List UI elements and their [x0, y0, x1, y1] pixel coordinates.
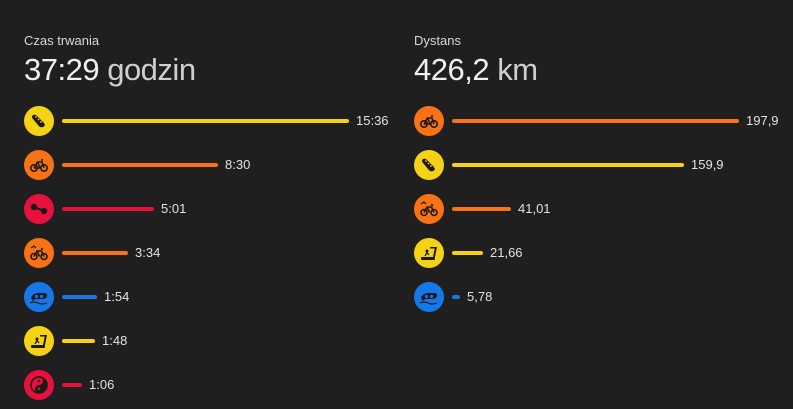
bar-row-treadmill: 21,66 — [414, 238, 784, 268]
bar-value-label: 159,9 — [691, 157, 724, 172]
bar-treadmill — [62, 339, 95, 343]
bar-running — [452, 163, 684, 167]
distance-title: Dystans — [414, 33, 461, 48]
dumbbell-icon — [24, 194, 54, 224]
bar-value-label: 5:01 — [161, 201, 187, 216]
mountain-bike-icon — [414, 194, 444, 224]
bar-value-label: 15:36 — [356, 113, 389, 128]
treadmill-icon — [24, 326, 54, 356]
bar-row-running: 15:36 — [24, 106, 394, 136]
bar-row-mountain-biking: 41,01 — [414, 194, 784, 224]
bar-running — [62, 119, 349, 123]
bar-treadmill — [452, 251, 483, 255]
distance-total-value: 426,2 — [414, 52, 490, 87]
running-shoe-icon — [414, 150, 444, 180]
bar-value-label: 41,01 — [518, 201, 551, 216]
bar-cycling — [62, 163, 218, 167]
duration-total-value: 37:29 — [24, 52, 100, 87]
bicycle-icon — [414, 106, 444, 136]
bar-mountain-biking — [452, 207, 511, 211]
bar-value-label: 1:48 — [102, 333, 128, 348]
bar-value-label: 3:34 — [135, 245, 161, 260]
swim-icon — [414, 282, 444, 312]
bar-value-label: 1:54 — [104, 289, 130, 304]
bar-value-label: 21,66 — [490, 245, 523, 260]
bar-row-swimming: 5,78 — [414, 282, 784, 312]
bar-row-strength: 5:01 — [24, 194, 394, 224]
bar-yoga — [62, 383, 82, 387]
bar-swimming — [62, 295, 97, 299]
bar-row-treadmill: 1:48 — [24, 326, 394, 356]
bar-row-running: 159,9 — [414, 150, 784, 180]
mountain-bike-icon — [24, 238, 54, 268]
yin-yang-icon — [24, 370, 54, 400]
bar-row-mountain-biking: 3:34 — [24, 238, 394, 268]
bar-swimming — [452, 295, 460, 299]
bar-value-label: 197,9 — [746, 113, 779, 128]
bar-mountain-biking — [62, 251, 128, 255]
distance-total-unit: km — [497, 52, 538, 87]
duration-total-unit: godzin — [107, 52, 196, 87]
treadmill-icon — [414, 238, 444, 268]
bar-value-label: 1:06 — [89, 377, 115, 392]
swim-icon — [24, 282, 54, 312]
duration-title: Czas trwania — [24, 33, 100, 48]
bar-strength — [62, 207, 154, 211]
bar-value-label: 8:30 — [225, 157, 251, 172]
bar-value-label: 5,78 — [467, 289, 493, 304]
distance-total: 426,2 km — [414, 52, 538, 88]
bar-cycling — [452, 119, 739, 123]
running-shoe-icon — [24, 106, 54, 136]
duration-total: 37:29 godzin — [24, 52, 196, 88]
bar-row-cycling: 8:30 — [24, 150, 394, 180]
bicycle-icon — [24, 150, 54, 180]
bar-row-swimming: 1:54 — [24, 282, 394, 312]
bar-row-yoga: 1:06 — [24, 370, 394, 400]
bar-row-cycling: 197,9 — [414, 106, 784, 136]
